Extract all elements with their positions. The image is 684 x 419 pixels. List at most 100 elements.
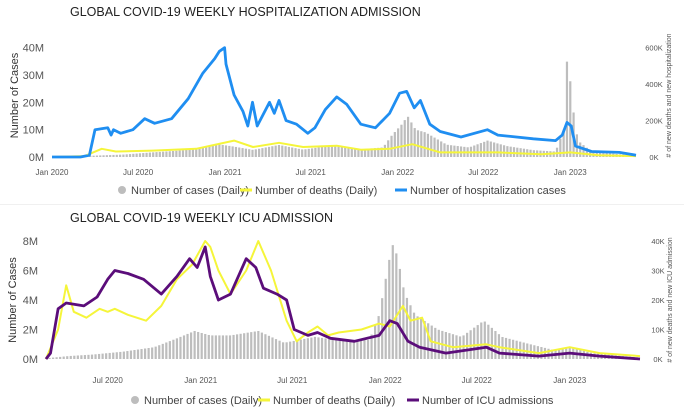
cases-bar xyxy=(260,332,263,359)
cases-bar xyxy=(354,148,357,157)
cases-bar xyxy=(301,149,304,157)
y2-tick-label: 600K xyxy=(645,44,663,53)
cases-bar xyxy=(334,145,337,157)
cases-bar xyxy=(105,155,108,157)
cases-bar xyxy=(331,339,334,359)
legend-item[interactable]: Number of cases (Daily) xyxy=(131,395,262,407)
cases-bar xyxy=(433,137,436,157)
cases-bar xyxy=(483,141,486,157)
cases-bar xyxy=(585,147,588,157)
cases-bar xyxy=(486,140,489,157)
cases-bar xyxy=(87,354,90,359)
cases-bar xyxy=(350,148,353,157)
cases-bar xyxy=(453,145,456,157)
cases-bar xyxy=(165,342,168,359)
cases-bar xyxy=(59,356,62,359)
cases-bar xyxy=(143,348,147,359)
y-tick-label: 6M xyxy=(23,266,38,278)
cases-bar xyxy=(314,147,317,157)
cases-bar xyxy=(285,342,288,359)
cases-bar xyxy=(102,155,105,157)
cases-bar xyxy=(330,145,334,157)
cases-bar xyxy=(367,148,370,157)
y-tick-label: 2M xyxy=(23,325,38,337)
y-tick-label: 0M xyxy=(23,354,38,366)
cases-bar xyxy=(168,151,171,157)
cases-bar xyxy=(306,338,309,359)
cases-bars xyxy=(44,245,639,359)
y2-tick-label: 30K xyxy=(651,267,664,276)
cases-bar xyxy=(211,145,214,157)
chart-title: GLOBAL COVID-19 WEEKLY ICU ADMISSION xyxy=(70,211,333,225)
cases-bar xyxy=(244,148,247,157)
cases-bar xyxy=(243,333,246,359)
cases-bar xyxy=(158,345,161,359)
y-tick-label: 10M xyxy=(23,125,44,137)
x-tick-label: Jan 2022 xyxy=(381,168,414,177)
cases-bar xyxy=(450,145,453,157)
cases-bar xyxy=(112,352,115,359)
cases-bar xyxy=(562,129,565,157)
cases-bar xyxy=(115,352,118,359)
cases-bar xyxy=(458,336,462,359)
y-tick-label: 8M xyxy=(23,236,38,248)
cases-bar xyxy=(327,338,331,359)
cases-bar xyxy=(267,335,271,359)
cases-bar xyxy=(201,147,204,157)
legend-item[interactable]: Number of cases (Daily) xyxy=(118,185,249,197)
cases-bar xyxy=(181,150,185,157)
cases-bar xyxy=(207,334,210,359)
y-tick-label: 4M xyxy=(23,295,38,307)
y2-tick-label: 10K xyxy=(651,326,664,335)
cases-bar xyxy=(178,150,181,157)
cases-bar xyxy=(352,340,355,359)
cases-bar xyxy=(469,330,472,359)
cases-bar xyxy=(490,327,493,359)
cases-bar xyxy=(133,350,136,359)
legend-item[interactable]: Number of hospitalization cases xyxy=(395,185,566,197)
cases-bars xyxy=(79,61,635,157)
cases-bar xyxy=(393,132,396,157)
cases-bar xyxy=(494,331,497,359)
legend-item[interactable]: Number of ICU admissions xyxy=(407,395,554,407)
legend-item[interactable]: Number of deaths (Daily) xyxy=(258,395,395,407)
cases-bar xyxy=(430,135,433,157)
cases-bar xyxy=(248,149,251,157)
cases-bar xyxy=(182,335,186,359)
cases-bar xyxy=(140,349,143,359)
cases-bar xyxy=(569,81,572,157)
cases-bar xyxy=(427,323,430,359)
x-tick-label: Jan 2022 xyxy=(369,376,402,385)
cases-bar xyxy=(234,146,238,157)
legend-item[interactable]: Number of deaths (Daily) xyxy=(240,185,377,197)
cases-bar xyxy=(69,355,72,359)
cases-bar xyxy=(105,353,108,359)
cases-bar xyxy=(360,149,363,157)
cases-bar xyxy=(211,335,214,359)
cases-bar xyxy=(420,318,423,359)
cases-bar xyxy=(108,352,111,359)
cases-bar xyxy=(413,128,416,157)
cases-bar xyxy=(238,147,241,157)
cases-bar xyxy=(345,341,348,359)
cases-bar xyxy=(168,341,171,359)
cases-bar xyxy=(231,146,234,157)
cases-bar xyxy=(496,143,499,157)
cases-bar xyxy=(221,335,225,359)
series-line-1 xyxy=(51,139,637,158)
cases-bar xyxy=(338,340,341,359)
cases-bar xyxy=(423,320,426,359)
cases-bar xyxy=(320,337,324,359)
cases-bar xyxy=(66,356,69,359)
cases-bar xyxy=(388,259,391,359)
cases-bar xyxy=(264,147,267,157)
cases-bar xyxy=(476,144,479,157)
cases-bar xyxy=(257,330,260,359)
cases-bar xyxy=(304,149,307,157)
cases-bar xyxy=(363,340,366,359)
cases-bar xyxy=(327,145,330,157)
cases-bar xyxy=(363,148,367,157)
cases-bar xyxy=(296,340,299,359)
cases-bar xyxy=(239,333,242,359)
cases-bar xyxy=(208,146,211,157)
